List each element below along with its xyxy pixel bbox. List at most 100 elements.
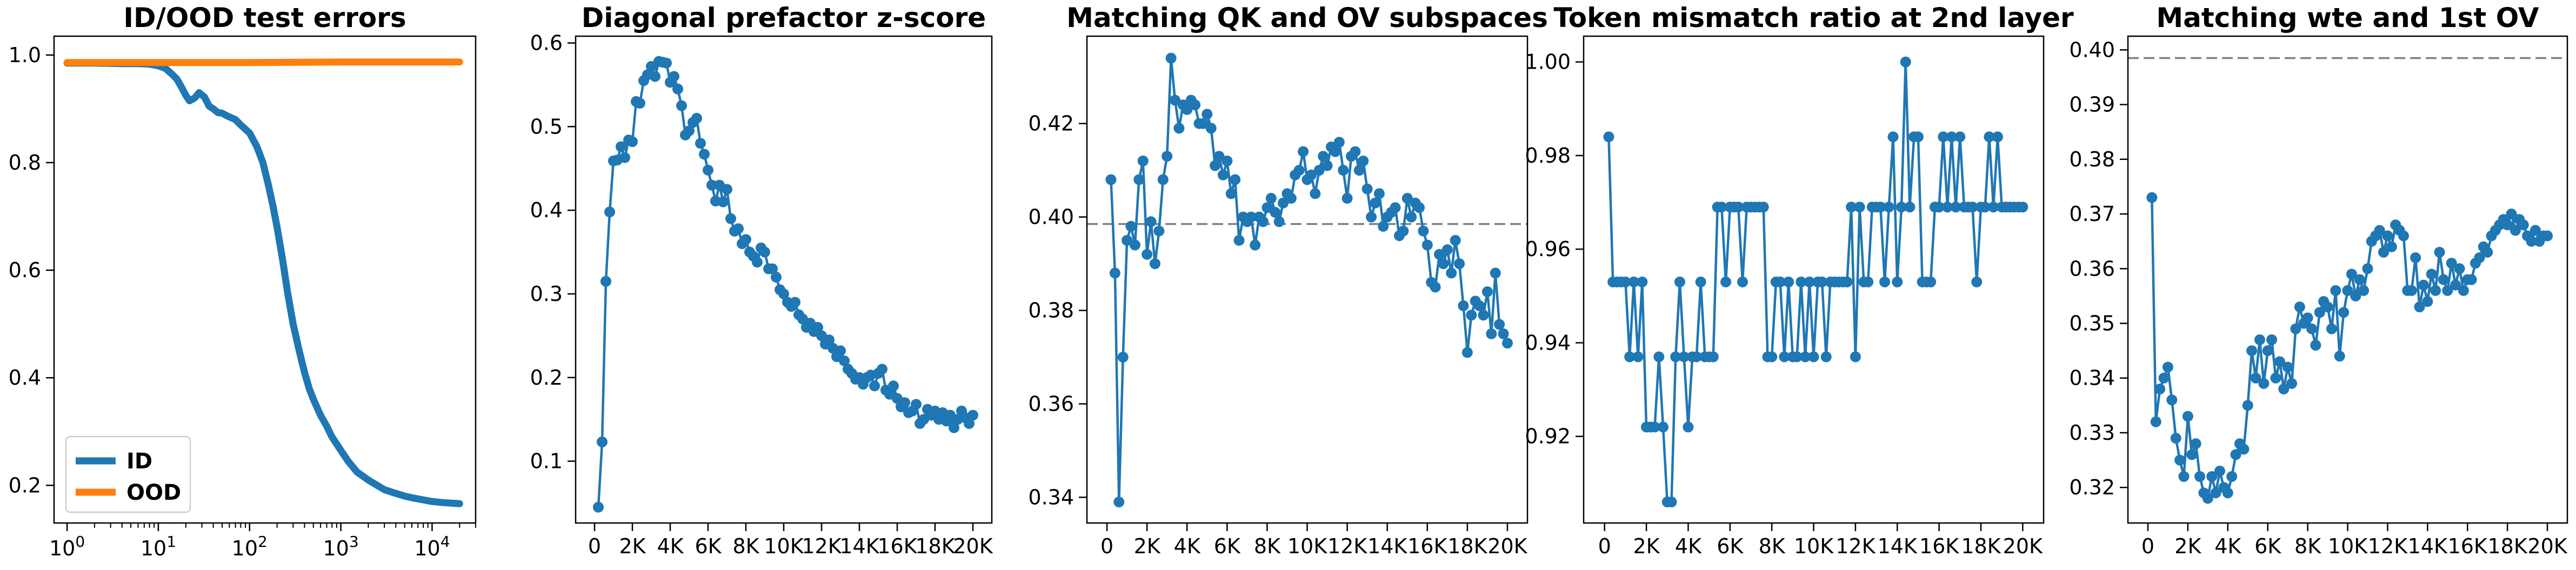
data-point bbox=[619, 152, 630, 163]
y-tick-label: 0.37 bbox=[2069, 202, 2115, 226]
x-tick-label: 6K bbox=[1214, 534, 1241, 558]
x-tick-exponent: 4 bbox=[441, 533, 450, 551]
data-point bbox=[2354, 274, 2365, 285]
data-point bbox=[2446, 258, 2457, 269]
data-point bbox=[869, 380, 880, 392]
data-point bbox=[635, 98, 645, 109]
x-tick-label: 20K bbox=[2527, 534, 2567, 558]
x-tick-label: 4K bbox=[1174, 534, 1201, 558]
x-tick-label: 0 bbox=[2141, 534, 2154, 558]
data-point bbox=[1474, 300, 1485, 311]
data-point bbox=[1258, 216, 1269, 227]
data-point bbox=[1758, 202, 1769, 213]
x-tick-label: 12K bbox=[2368, 534, 2408, 558]
data-point bbox=[2422, 296, 2433, 307]
data-point bbox=[1250, 239, 1261, 251]
x-tick-label: 103 bbox=[323, 533, 359, 560]
x-tick-label: 18K bbox=[915, 534, 955, 558]
series-line bbox=[1110, 57, 1509, 504]
data-point bbox=[1887, 131, 1899, 143]
data-point bbox=[1273, 216, 1285, 227]
chart-title: Matching QK and OV subspaces bbox=[1066, 2, 1548, 33]
data-point bbox=[2194, 471, 2206, 482]
data-point bbox=[1950, 202, 1961, 213]
data-point bbox=[1173, 123, 1185, 134]
data-point bbox=[964, 418, 975, 429]
data-point bbox=[767, 263, 778, 274]
data-point bbox=[1398, 225, 1409, 237]
y-tick-label: 0.8 bbox=[9, 151, 41, 175]
y-tick-label: 0.33 bbox=[2069, 421, 2115, 445]
data-point bbox=[600, 276, 611, 287]
data-point bbox=[1912, 131, 1924, 143]
y-tick-label: 0.34 bbox=[1028, 485, 1074, 509]
x-tick-label: 16K bbox=[877, 534, 917, 558]
data-point bbox=[1938, 131, 1949, 143]
chart-title: ID/OOD test errors bbox=[123, 2, 406, 33]
x-tick-label: 8K bbox=[1254, 534, 1281, 558]
data-point bbox=[1293, 165, 1305, 176]
data-point bbox=[888, 380, 899, 392]
data-point bbox=[2166, 394, 2178, 406]
data-point bbox=[1984, 131, 1995, 143]
data-point bbox=[2226, 471, 2238, 482]
data-point bbox=[1278, 197, 1289, 209]
data-point bbox=[2238, 444, 2250, 455]
data-point bbox=[1946, 131, 1957, 143]
data-point bbox=[1820, 351, 1832, 363]
data-point bbox=[2182, 411, 2193, 422]
series-line-ood bbox=[63, 58, 463, 66]
x-tick-label: 100 bbox=[49, 533, 85, 560]
data-point bbox=[669, 71, 679, 82]
data-point bbox=[1720, 276, 1732, 287]
data-point bbox=[1305, 169, 1317, 180]
data-point bbox=[2322, 301, 2333, 313]
data-point bbox=[1783, 276, 1794, 287]
data-point bbox=[2290, 323, 2301, 334]
y-tick-label: 0.96 bbox=[1525, 237, 1571, 261]
data-point bbox=[1683, 421, 1694, 433]
y-tick-label: 0.36 bbox=[2069, 257, 2115, 280]
data-point bbox=[2170, 433, 2181, 444]
data-point bbox=[1165, 52, 1177, 64]
x-tick-label: 12K bbox=[1327, 534, 1367, 558]
y-tick-label: 0.98 bbox=[1525, 144, 1571, 167]
data-point bbox=[1892, 276, 1903, 287]
data-point bbox=[877, 364, 887, 375]
data-point bbox=[1678, 351, 1690, 363]
data-point bbox=[1378, 220, 1389, 232]
data-point bbox=[1979, 202, 1991, 213]
x-tick-label: 20K bbox=[1487, 534, 1527, 558]
data-point bbox=[1478, 310, 1489, 321]
data-point bbox=[2474, 252, 2485, 264]
data-point bbox=[1691, 351, 1702, 363]
data-point bbox=[676, 100, 687, 111]
data-point bbox=[1182, 104, 1193, 115]
data-point bbox=[2442, 285, 2453, 296]
data-point bbox=[1481, 286, 1493, 297]
data-point bbox=[1933, 202, 1945, 213]
data-point bbox=[1446, 267, 1457, 279]
data-point bbox=[1270, 206, 1281, 218]
axes-frame bbox=[1086, 35, 1529, 524]
data-point bbox=[2518, 219, 2529, 231]
y-tick-label: 0.35 bbox=[2069, 311, 2115, 335]
data-point bbox=[1494, 319, 1505, 330]
data-point bbox=[2306, 323, 2317, 334]
data-point bbox=[1900, 56, 1911, 68]
x-tick-exponent: 2 bbox=[258, 533, 268, 551]
data-point bbox=[1422, 239, 1433, 251]
data-point bbox=[1366, 211, 1377, 223]
data-point bbox=[1800, 351, 1811, 363]
data-point bbox=[1716, 202, 1727, 213]
y-tick-label: 0.39 bbox=[2069, 93, 2115, 117]
data-point bbox=[2222, 487, 2233, 499]
data-point bbox=[752, 257, 763, 268]
data-point bbox=[967, 410, 978, 421]
data-point bbox=[911, 399, 922, 410]
data-point bbox=[1370, 197, 1381, 209]
y-tick-label: 0.38 bbox=[1028, 299, 1074, 323]
data-point bbox=[1125, 220, 1137, 232]
data-point bbox=[2274, 356, 2285, 367]
data-point bbox=[1162, 151, 1173, 162]
